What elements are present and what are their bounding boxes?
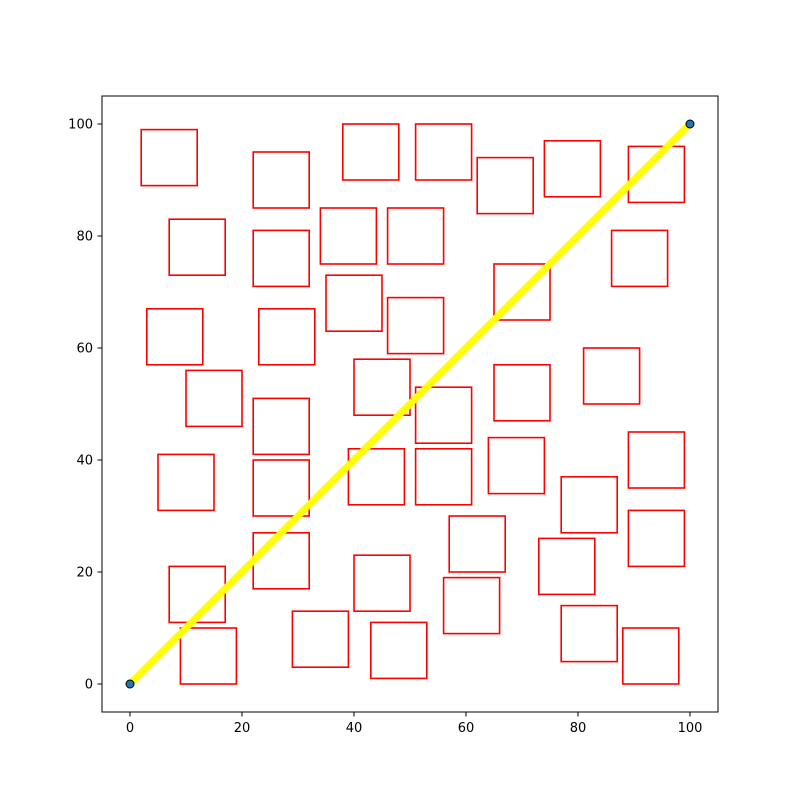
- square-28: [487, 436, 546, 495]
- square-2: [252, 151, 310, 209]
- square-4: [414, 123, 473, 181]
- square-12: [610, 229, 669, 288]
- square-35: [168, 565, 226, 624]
- square-13: [146, 307, 204, 366]
- square-17: [493, 263, 551, 321]
- y-tick-label-40: 40: [76, 454, 93, 469]
- square-32: [448, 515, 507, 573]
- square-7: [627, 145, 686, 204]
- endpoint-marker-1: [125, 679, 135, 689]
- square-10: [319, 207, 378, 265]
- square-1: [140, 128, 198, 187]
- square-14: [257, 307, 316, 366]
- square-39: [179, 627, 238, 685]
- square-37: [442, 576, 501, 635]
- square-15: [325, 274, 383, 333]
- x-tick-label-60: 60: [458, 721, 475, 736]
- square-20: [353, 358, 411, 417]
- square-33: [537, 537, 596, 596]
- square-3: [341, 123, 400, 181]
- square-34: [627, 509, 686, 568]
- square-9: [252, 229, 310, 288]
- y-axis: 0 20 40 60 80 100: [68, 118, 102, 693]
- square-11: [386, 207, 445, 265]
- square-41: [369, 621, 428, 680]
- square-16: [386, 296, 445, 355]
- square-19: [252, 397, 310, 456]
- y-tick-label-0: 0: [85, 678, 93, 693]
- square-6: [543, 140, 602, 198]
- square-22: [493, 363, 551, 422]
- plot-frame: [101, 95, 719, 713]
- y-tick-label-80: 80: [76, 230, 93, 245]
- square-42: [621, 627, 680, 685]
- diagonal-line: [127, 121, 693, 687]
- square-36: [353, 554, 411, 613]
- square-23: [582, 347, 641, 405]
- x-tick-label-100: 100: [678, 721, 703, 736]
- endpoints-layer: [125, 119, 695, 689]
- y-tick-label-20: 20: [76, 566, 93, 581]
- x-axis: 0 20 40 60 80 100: [126, 712, 703, 736]
- y-tick-label-100: 100: [68, 118, 93, 133]
- square-8: [168, 218, 226, 276]
- square-25: [252, 459, 310, 517]
- square-38: [560, 604, 619, 663]
- x-tick-label-40: 40: [346, 721, 363, 736]
- square-18: [185, 369, 243, 428]
- x-tick-label-20: 20: [234, 721, 251, 736]
- x-tick-label-0: 0: [126, 721, 134, 736]
- square-5: [476, 156, 535, 215]
- line-layer: [127, 121, 693, 687]
- square-40: [291, 610, 350, 669]
- y-tick-label-60: 60: [76, 342, 93, 357]
- square-24: [157, 453, 215, 512]
- square-29: [560, 475, 619, 534]
- endpoint-marker-2: [685, 119, 695, 129]
- square-26: [347, 447, 406, 506]
- square-21: [414, 386, 473, 445]
- x-tick-label-80: 80: [570, 721, 587, 736]
- square-27: [414, 447, 473, 506]
- square-30: [627, 431, 686, 489]
